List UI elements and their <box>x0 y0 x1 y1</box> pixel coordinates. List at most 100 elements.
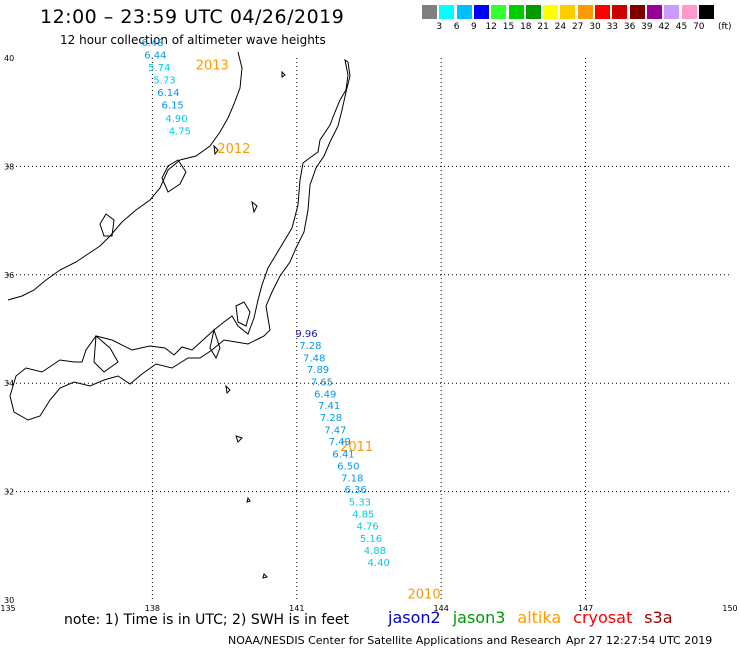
color-scale-swatch <box>525 5 541 19</box>
lon-label: 138 <box>145 604 160 613</box>
satellite-legend-jason3: jason3 <box>452 608 506 627</box>
swh-value: 9.96 <box>295 329 317 340</box>
lon-label: 150 <box>722 604 737 613</box>
swh-value: 6.49 <box>314 389 336 400</box>
lat-label: 34 <box>4 379 14 388</box>
swh-value: 5.33 <box>349 498 371 509</box>
swh-value: 7.89 <box>307 365 329 376</box>
izu-islands-5 <box>281 70 286 78</box>
color-scale-swatch <box>595 5 610 19</box>
lon-label: 141 <box>289 604 304 613</box>
color-scale-label: 21 <box>537 22 549 32</box>
swh-value: 6.15 <box>162 100 184 111</box>
color-scale-label: 30 <box>589 22 601 32</box>
lat-label: 40 <box>4 54 14 63</box>
lake-biwa <box>99 213 115 237</box>
color-scale-swatch <box>422 5 437 19</box>
lon-label: 144 <box>434 604 449 613</box>
lat-label: 38 <box>4 162 14 171</box>
lon-label: 147 <box>578 604 593 613</box>
lon-label: 135 <box>0 604 15 613</box>
swh-value: 5.16 <box>360 534 382 545</box>
footer-credit: NOAA/NESDIS Center for Satellite Applica… <box>228 634 562 647</box>
track-north-values: 6.48 6.445.745.73 6.146.15 4.904.75 <box>141 38 191 137</box>
color-scale-label: 33 <box>606 22 619 32</box>
color-scale-label: 18 <box>520 22 532 32</box>
swh-value: 4.75 <box>169 126 191 137</box>
lat-label: 30 <box>4 596 14 605</box>
color-scale-swatch <box>612 5 628 19</box>
color-scale-swatch <box>577 5 593 19</box>
color-scale-label: 12 <box>485 22 497 32</box>
color-scale-swatch <box>698 5 714 19</box>
izu-islands-1 <box>225 384 231 395</box>
color-scale-label: 24 <box>554 22 567 32</box>
swh-value: 6.36 <box>344 485 366 496</box>
swh-value: 6.48 <box>141 38 163 49</box>
satellite-legend-altika: altika <box>517 608 562 627</box>
swh-value: 6.44 <box>144 51 166 62</box>
color-scale-swatch <box>543 5 559 19</box>
west-coast <box>7 51 243 301</box>
color-scale-unit: (ft) <box>718 22 732 32</box>
lat-label: 32 <box>4 488 14 497</box>
swh-value: 4.90 <box>165 114 187 125</box>
swh-value: 7.49 <box>329 437 351 448</box>
kii-peninsula <box>93 334 119 373</box>
pass-label: 2013 <box>196 58 229 73</box>
color-scale-swatch <box>508 5 524 19</box>
swh-value: 7.41 <box>318 401 340 412</box>
swh-value: 6.50 <box>337 461 359 472</box>
color-scale-swatch <box>439 5 455 19</box>
color-scale-label: 39 <box>641 22 653 32</box>
color-scale-label: 70 <box>693 22 705 32</box>
note-text: note: 1) Time is in UTC; 2) SWH is in fe… <box>64 612 350 628</box>
pass-label: 2010 <box>408 587 441 602</box>
color-scale-label: 6 <box>453 22 460 32</box>
color-scale-swatch <box>646 5 662 19</box>
izu-islands-3 <box>246 496 251 503</box>
satellite-legend-s3a: s3a <box>644 608 673 627</box>
chart-title: 12:00 – 23:59 UTC 04/26/2019 <box>40 6 345 28</box>
color-scale-label: 42 <box>658 22 670 32</box>
color-scale-label: 15 <box>502 22 515 32</box>
tokyo-bay <box>235 301 251 327</box>
color-scale-swatch <box>664 5 680 19</box>
color-scale-swatch <box>629 5 645 19</box>
color-scale-swatch <box>473 5 489 19</box>
honshu-coastline <box>9 58 351 421</box>
pass-label: 2011 <box>340 440 373 455</box>
lat-label: 36 <box>4 271 14 280</box>
color-scale-label: 45 <box>675 22 688 32</box>
color-scale-label: 9 <box>471 22 477 32</box>
swh-value: 4.76 <box>356 522 378 533</box>
swh-value: 4.40 <box>368 558 390 569</box>
satellite-legend-cryosat: cryosat <box>573 608 633 627</box>
coastline <box>7 51 351 579</box>
swh-value: 5.74 <box>148 63 170 74</box>
color-scale-swatch <box>456 5 472 19</box>
swh-value: 6.41 <box>332 449 354 460</box>
color-scale-swatch <box>560 5 576 19</box>
swh-value: 5.73 <box>153 75 175 86</box>
satellite-legend: jason2 jason3 altika cryosat s3a <box>388 608 673 627</box>
pass-label: 2012 <box>217 142 250 157</box>
color-scale-label: 36 <box>623 22 636 32</box>
color-scale-label: 3 <box>436 22 443 32</box>
swh-value: 7.48 <box>303 354 325 365</box>
footer-timestamp: Apr 27 12:27:54 UTC 2019 <box>566 634 713 647</box>
chart-subtitle: 12 hour collection of altimeter wave hei… <box>60 33 326 47</box>
swh-value: 7.47 <box>324 426 346 437</box>
track-south-values: 9.967.287.487.897.656.497.417.287.477.49… <box>295 329 389 569</box>
izu-islands-4 <box>262 573 268 579</box>
swh-value: 6.14 <box>157 88 179 99</box>
color-scale-label: 27 <box>571 22 584 32</box>
swh-value: 7.18 <box>341 473 363 484</box>
noto-peninsula <box>161 159 187 193</box>
sado-island <box>213 144 219 156</box>
swh-value: 7.28 <box>320 413 342 424</box>
color-scale-swatch <box>491 5 507 19</box>
swh-value: 4.85 <box>352 510 374 521</box>
